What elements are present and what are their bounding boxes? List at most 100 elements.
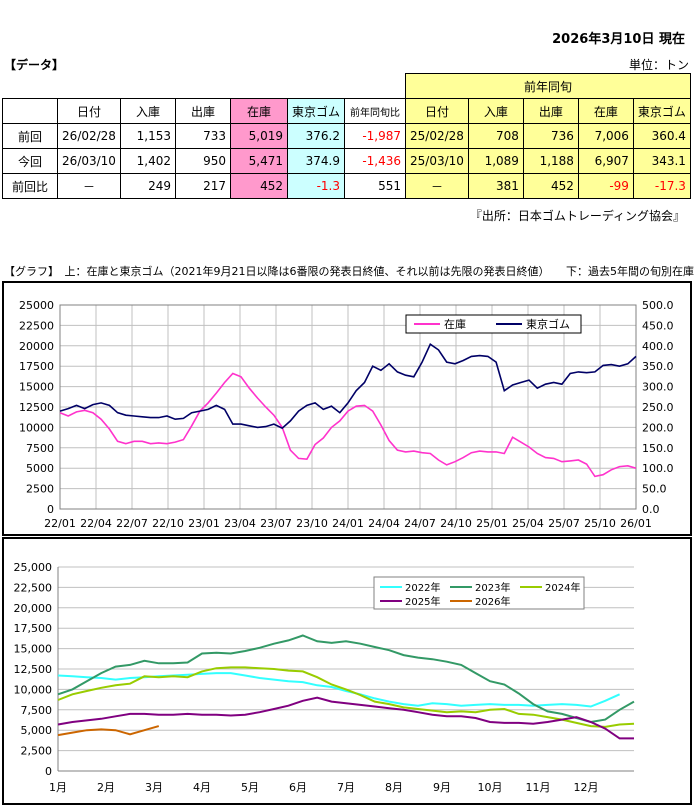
y-left-tick-label: 22500 — [19, 319, 54, 332]
y-left-tick-label: 25000 — [19, 299, 54, 312]
x-tick-label: 25/04 — [512, 517, 544, 530]
chart-bottom-frame: 0 2,500 5,000 7,500 10,000 12,500 15,000 17,500… — [2, 537, 692, 805]
y-left-tick-label: 12500 — [19, 401, 54, 414]
legend-label: 2024年 — [545, 581, 580, 594]
y-left-tick-label: 0 — [47, 503, 54, 516]
x-tick-label: 10月 — [478, 781, 503, 794]
x-tick-label: 22/10 — [152, 517, 184, 530]
x-tick-label: 23/01 — [188, 517, 220, 530]
col-stock: 在庫 — [230, 98, 288, 124]
y-left-tick-label: 7500 — [26, 442, 54, 455]
prev-year-header: 前年同旬 — [405, 73, 691, 99]
x-tick-label: 24/10 — [440, 517, 472, 530]
col-prev-in: 入庫 — [467, 98, 524, 124]
x-tick-label: 22/07 — [116, 517, 148, 530]
y-left-tick-label: 5000 — [26, 462, 54, 475]
x-tick-label: 3月 — [145, 781, 163, 794]
legend-label: 2026年 — [475, 595, 510, 608]
x-tick-label: 25/01 — [476, 517, 508, 530]
y-right-tick-label: 50.0 — [642, 483, 667, 496]
series-line-2023年 — [57, 634, 635, 724]
x-tick-label: 24/04 — [368, 517, 400, 530]
x-tick-label: 8月 — [385, 781, 403, 794]
report-date: 2026年3月10日 現在 — [552, 32, 685, 47]
y-right-tick-label: 250.0 — [642, 401, 674, 414]
table-row: 前回比 － 249 217 452 -1.3 551 － 381 452 -99… — [2, 173, 691, 199]
col-in: 入庫 — [120, 98, 176, 124]
x-tick-label: 25/07 — [548, 517, 580, 530]
y-left-tick-label: 10000 — [19, 421, 54, 434]
x-tick-label: 23/10 — [296, 517, 328, 530]
legend-label: 東京ゴム — [526, 317, 570, 331]
x-tick-label: 24/07 — [404, 517, 436, 530]
y-right-tick-label: 0.0 — [642, 503, 660, 516]
series-line-東京ゴム — [59, 342, 637, 430]
col-prev-tokyo: 東京ゴム — [632, 98, 691, 124]
stock-table: 前年同旬 日付 入庫 出庫 在庫 東京ゴム 前年同旬比 日付 入庫 出庫 在庫 … — [2, 73, 691, 199]
y-tick-label: 20,000 — [14, 602, 53, 615]
y-tick-label: 10,000 — [14, 683, 53, 696]
y-tick-label: 22,500 — [14, 581, 53, 594]
y-right-tick-label: 500.0 — [642, 299, 674, 312]
x-tick-label: 11月 — [526, 781, 551, 794]
y-right-tick-label: 450.0 — [642, 319, 674, 332]
y-left-tick-label: 20000 — [19, 340, 54, 353]
legend-label: 2023年 — [475, 581, 510, 594]
legend-label: 在庫 — [444, 317, 466, 331]
x-tick-label: 4月 — [193, 781, 211, 794]
x-tick-label: 5月 — [241, 781, 259, 794]
y-left-tick-label: 15000 — [19, 381, 54, 394]
col-yoy: 前年同旬比 — [344, 98, 407, 124]
col-prev-stock: 在庫 — [577, 98, 634, 124]
x-tick-label: 22/04 — [80, 517, 112, 530]
y-left-tick-label: 2500 — [26, 483, 54, 496]
col-tokyo: 東京ゴム — [286, 98, 346, 124]
y-tick-label: 2,500 — [21, 745, 53, 758]
legend-label: 2022年 — [405, 581, 440, 594]
col-date: 日付 — [57, 98, 121, 124]
series-line-2024年 — [57, 666, 635, 728]
plot-area — [59, 304, 637, 510]
x-tick-label: 22/01 — [44, 517, 76, 530]
col-out: 出庫 — [175, 98, 231, 124]
y-tick-label: 17,500 — [14, 622, 53, 635]
stock-tokyo-chart: 0 2500 5000 7500 10000 12500 15000 17500 20000 22… — [19, 299, 674, 530]
chart-top-frame: 0 2500 5000 7500 10000 12500 15000 17500 20000 22… — [2, 281, 692, 536]
x-tick-label: 9月 — [433, 781, 451, 794]
series-line-2026年 — [57, 725, 160, 737]
unit-label: 単位：トン — [628, 58, 689, 72]
source-note: 『出所：日本ゴムトレーディング協会』 — [469, 209, 685, 223]
y-tick-label: 0 — [45, 765, 52, 778]
seasonal-stock-chart: 0 2,500 5,000 7,500 10,000 12,500 15,000 17,500… — [14, 561, 635, 794]
col-prev-out: 出庫 — [522, 98, 579, 124]
x-tick-label: 1月 — [49, 781, 67, 794]
y-tick-label: 25,000 — [14, 561, 53, 574]
legend-box — [405, 314, 582, 334]
x-tick-label: 12月 — [574, 781, 599, 794]
legend-label: 2025年 — [405, 595, 440, 608]
x-tick-label: 2月 — [97, 781, 115, 794]
x-tick-label: 26/01 — [620, 517, 652, 530]
series-line-2025年 — [57, 696, 634, 740]
table-row: 前回 26/02/28 1,153 733 5,019 376.2 -1,987… — [2, 123, 691, 149]
y-tick-label: 7,500 — [21, 704, 53, 717]
x-tick-label: 6月 — [289, 781, 307, 794]
y-tick-label: 5,000 — [21, 724, 53, 737]
legend-box — [373, 576, 585, 610]
x-tick-label: 24/01 — [332, 517, 364, 530]
x-tick-label: 23/04 — [224, 517, 256, 530]
y-left-tick-label: 17500 — [19, 360, 54, 373]
y-right-tick-label: 300.0 — [642, 381, 674, 394]
y-tick-label: 15,000 — [14, 643, 53, 656]
x-tick-label: 23/07 — [260, 517, 292, 530]
y-right-tick-label: 400.0 — [642, 340, 674, 353]
series-line-在庫 — [59, 372, 637, 478]
y-right-tick-label: 150.0 — [642, 442, 674, 455]
col-prev-date: 日付 — [405, 98, 469, 124]
data-section-label: 【データ】 — [4, 58, 65, 72]
y-right-tick-label: 350.0 — [642, 360, 674, 373]
table-row: 今回 26/03/10 1,402 950 5,471 374.9 -1,436… — [2, 148, 691, 174]
x-tick-label: 7月 — [337, 781, 355, 794]
y-right-tick-label: 200.0 — [642, 421, 674, 434]
x-tick-label: 25/10 — [584, 517, 616, 530]
